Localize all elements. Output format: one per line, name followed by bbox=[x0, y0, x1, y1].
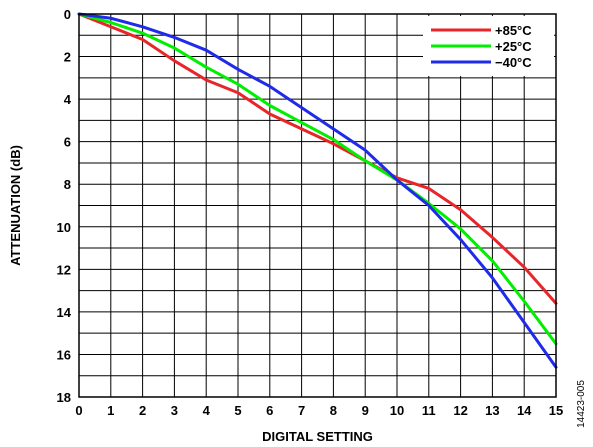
x-tick-label: 0 bbox=[75, 403, 82, 418]
x-tick-label: 12 bbox=[453, 403, 467, 418]
y-tick-labels: 0 2 4 6 8 10 12 14 16 18 bbox=[57, 7, 72, 405]
series-lines bbox=[77, 12, 558, 369]
series-line-1 bbox=[77, 12, 558, 346]
x-tick-label: 14 bbox=[517, 403, 532, 418]
figure-id: 14423-005 bbox=[576, 380, 587, 428]
x-tick-label: 11 bbox=[422, 403, 436, 418]
y-tick-label: 12 bbox=[57, 262, 71, 277]
series-line-2 bbox=[77, 12, 558, 369]
legend-label: +25°C bbox=[495, 39, 532, 54]
y-tick-label: 8 bbox=[64, 177, 71, 192]
grid bbox=[79, 14, 556, 397]
y-tick-label: 18 bbox=[57, 390, 71, 405]
x-tick-label: 8 bbox=[330, 403, 337, 418]
y-tick-label: 4 bbox=[64, 92, 72, 107]
x-tick-label: 15 bbox=[549, 403, 563, 418]
series-line-0 bbox=[77, 12, 558, 305]
x-tick-label: 6 bbox=[266, 403, 273, 418]
x-axis-title: DIGITAL SETTING bbox=[262, 429, 373, 444]
legend-label: +85°C bbox=[495, 23, 532, 38]
x-tick-label: 1 bbox=[107, 403, 114, 418]
legend-label: −40°C bbox=[495, 55, 532, 70]
x-tick-label: 2 bbox=[139, 403, 146, 418]
x-tick-label: 9 bbox=[362, 403, 369, 418]
y-tick-label: 2 bbox=[64, 50, 71, 65]
x-tick-label: 5 bbox=[234, 403, 241, 418]
x-tick-label: 7 bbox=[298, 403, 305, 418]
y-tick-label: 14 bbox=[57, 305, 72, 320]
plot-frame bbox=[78, 13, 557, 398]
y-tick-label: 0 bbox=[64, 7, 71, 22]
y-tick-label: 10 bbox=[57, 220, 71, 235]
x-tick-label: 13 bbox=[485, 403, 499, 418]
legend: +85°C+25°C−40°C bbox=[423, 16, 554, 76]
x-tick-labels: 0 1 2 3 4 5 6 7 8 9 10 11 12 13 14 15 bbox=[75, 403, 563, 418]
y-tick-label: 6 bbox=[64, 135, 71, 150]
x-tick-label: 10 bbox=[390, 403, 404, 418]
y-axis-title: ATTENUATION (dB) bbox=[8, 145, 23, 266]
x-tick-label: 3 bbox=[171, 403, 178, 418]
x-tick-label: 4 bbox=[203, 403, 211, 418]
y-tick-label: 16 bbox=[57, 347, 71, 362]
